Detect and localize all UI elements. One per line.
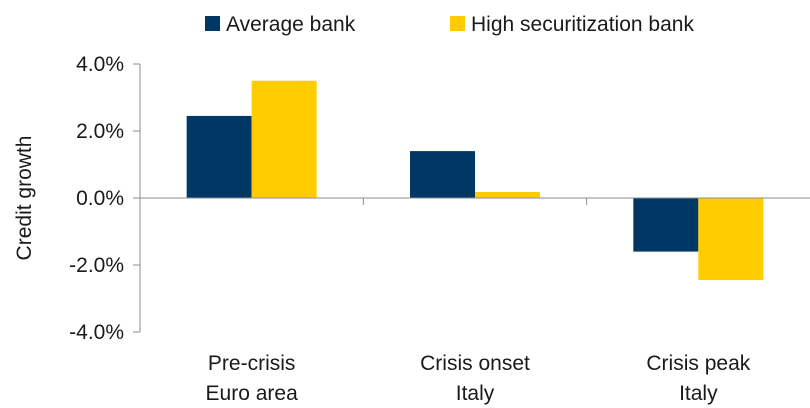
y-tick-label: 2.0% bbox=[76, 120, 124, 143]
category-labels: Pre-crisis Euro area Crisis onset Italy Cris… bbox=[206, 352, 751, 405]
category-label: Italy bbox=[456, 382, 495, 405]
bar-average-bank bbox=[410, 151, 475, 198]
y-tick-label: 4.0% bbox=[76, 53, 124, 76]
y-axis-ticks: 4.0% 2.0% 0.0% -2.0% -4.0% bbox=[69, 53, 140, 344]
y-tick-label: -4.0% bbox=[69, 321, 124, 344]
y-axis-title: Credit growth bbox=[13, 136, 36, 261]
category-label: Euro area bbox=[206, 382, 299, 405]
category-label: Pre-crisis bbox=[208, 352, 296, 375]
category-label: Italy bbox=[679, 382, 718, 405]
legend-label: Average bank bbox=[226, 13, 356, 36]
bar-average-bank bbox=[186, 115, 252, 198]
bar-high-securitization-bank bbox=[251, 80, 317, 198]
legend-swatch bbox=[205, 16, 220, 31]
legend-swatch bbox=[450, 16, 465, 31]
bar-high-securitization-bank bbox=[475, 191, 540, 198]
legend: Average bank High securitization bank bbox=[205, 13, 694, 36]
bar-high-securitization-bank bbox=[698, 198, 764, 281]
y-tick-label: 0.0% bbox=[76, 187, 124, 210]
bar-average-bank bbox=[633, 198, 699, 252]
bars bbox=[186, 80, 764, 281]
y-tick-label: -2.0% bbox=[69, 254, 124, 277]
category-label: Crisis peak bbox=[646, 352, 750, 375]
category-label: Crisis onset bbox=[420, 352, 530, 375]
legend-label: High securitization bank bbox=[471, 13, 694, 36]
x-axis-ticks bbox=[362, 198, 588, 205]
